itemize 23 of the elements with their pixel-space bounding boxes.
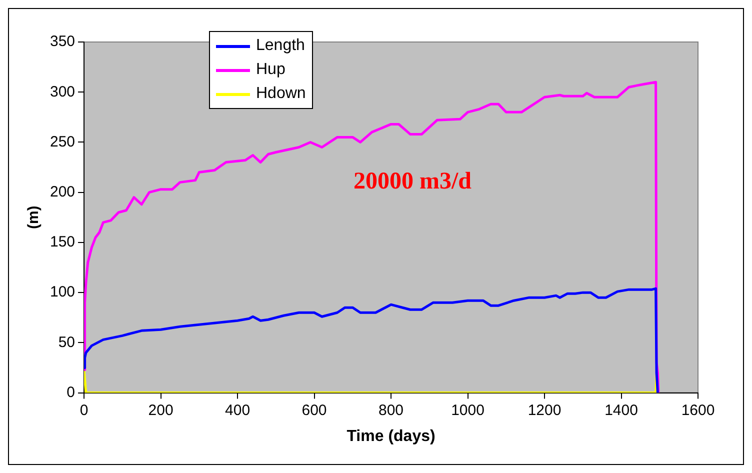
x-tick-label: 200 [148,402,174,419]
x-axis-title: Time (days) [346,428,436,445]
legend-label: Length [256,37,305,55]
x-tick-label: 600 [302,402,327,419]
legend-label: Hup [256,61,286,79]
y-tick-label: 350 [50,33,76,50]
x-tick-label: 1600 [681,402,715,419]
legend-label: Hdown [256,85,306,103]
x-tick-label: 0 [80,402,88,419]
y-tick-label: 300 [50,83,76,100]
y-tick-label: 200 [50,183,76,200]
y-tick-label: 0 [66,384,76,401]
y-tick-label: 100 [50,284,76,301]
y-tick-label: 150 [50,234,76,251]
y-tick-label: 50 [58,334,76,351]
y-axis-title: (m) [25,206,42,230]
annotation: 20000 m3/d [353,168,472,195]
x-tick-label: 400 [225,402,250,419]
y-tick-label: 250 [50,133,76,150]
x-tick-label: 1200 [528,402,562,419]
x-tick-label: 800 [378,402,404,419]
x-tick-label: 1000 [451,402,484,419]
x-tick-label: 1400 [604,402,638,419]
